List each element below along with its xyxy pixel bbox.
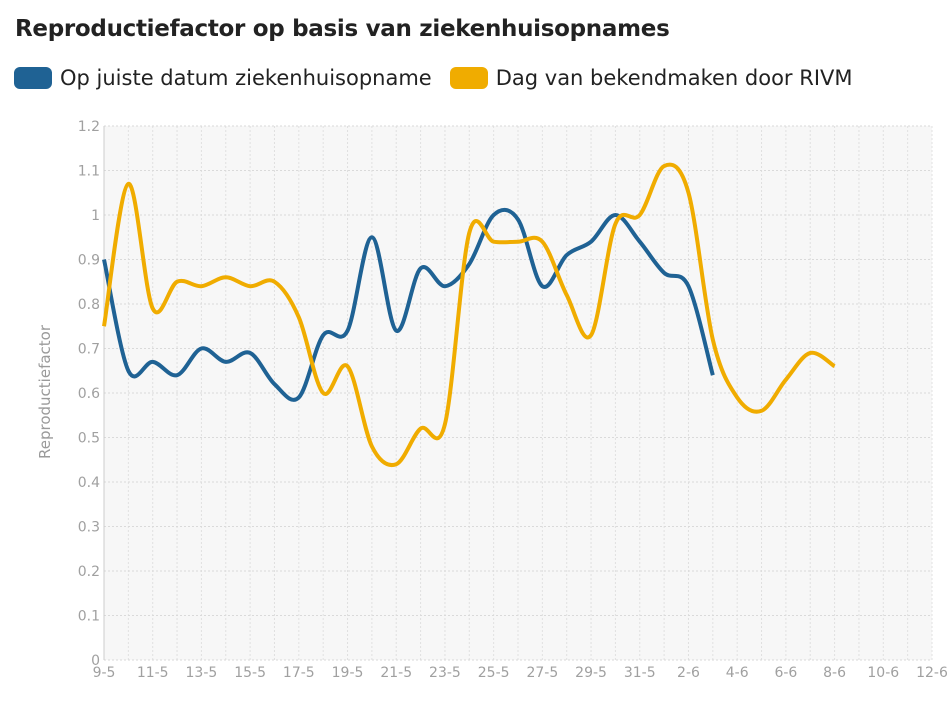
legend: Op juiste datum ziekenhuisopname Dag van… bbox=[14, 66, 871, 90]
x-tick-label: 13-5 bbox=[186, 665, 218, 681]
x-tick-label: 29-5 bbox=[575, 665, 607, 681]
chart-title: Reproductiefactor op basis van ziekenhui… bbox=[15, 16, 670, 42]
x-tick-label: 19-5 bbox=[332, 665, 364, 681]
y-axis-label: Reproductiefactor bbox=[36, 324, 54, 459]
y-tick-label: 0.4 bbox=[78, 475, 100, 491]
y-tick-label: 0.2 bbox=[78, 564, 100, 580]
x-tick-label: 15-5 bbox=[234, 665, 266, 681]
y-tick-label: 0.9 bbox=[78, 253, 100, 269]
series-line-2[interactable] bbox=[102, 162, 836, 467]
y-tick-label: 1.2 bbox=[78, 119, 100, 135]
x-tick-label: 12-6 bbox=[916, 665, 948, 681]
x-tick-label: 4-6 bbox=[726, 665, 749, 681]
x-tick-label: 23-5 bbox=[429, 665, 461, 681]
x-tick-label: 27-5 bbox=[526, 665, 558, 681]
x-tick-label: 21-5 bbox=[380, 665, 412, 681]
legend-label-series-2: Dag van bekendmaken door RIVM bbox=[495, 66, 853, 90]
y-tick-label: 1.1 bbox=[78, 164, 100, 180]
x-tick-label: 6-6 bbox=[774, 665, 797, 681]
legend-item-series-1[interactable]: Op juiste datum ziekenhuisopname bbox=[14, 66, 432, 90]
x-tick-label: 25-5 bbox=[478, 665, 510, 681]
x-tick-label: 31-5 bbox=[624, 665, 656, 681]
legend-swatch-series-1 bbox=[14, 67, 52, 89]
y-tick-label: 0.8 bbox=[78, 297, 100, 313]
y-tick-label: 0.3 bbox=[78, 520, 100, 536]
y-tick-label: 0 bbox=[91, 653, 100, 669]
series-lines bbox=[102, 162, 836, 467]
y-tick-label: 0.1 bbox=[78, 609, 100, 625]
x-tick-label: 10-6 bbox=[867, 665, 899, 681]
series-line-1[interactable] bbox=[102, 207, 715, 402]
legend-item-series-2[interactable]: Dag van bekendmaken door RIVM bbox=[449, 66, 853, 90]
x-axis-ticks: 9-5 11-5 13-5 15-5 17-5 19-5 21-5 23-5 25-5 27-5 2… bbox=[93, 665, 948, 681]
grid bbox=[103, 125, 933, 661]
y-tick-label: 0.6 bbox=[78, 386, 100, 402]
x-tick-label: 11-5 bbox=[137, 665, 169, 681]
x-tick-label: 2-6 bbox=[677, 665, 700, 681]
x-tick-label: 8-6 bbox=[823, 665, 846, 681]
legend-label-series-1: Op juiste datum ziekenhuisopname bbox=[60, 66, 432, 90]
y-tick-label: 0.7 bbox=[78, 342, 100, 358]
y-axis-ticks: 0 0.1 0.2 0.3 0.4 0.5 0.6 0.7 0.8 0.9 1 1.1 1.2 bbox=[78, 119, 100, 669]
x-tick-label: 9-5 bbox=[93, 665, 116, 681]
y-tick-label: 0.5 bbox=[78, 431, 100, 447]
y-tick-label: 1 bbox=[91, 208, 100, 224]
legend-swatch-series-2 bbox=[449, 67, 488, 89]
x-tick-label: 17-5 bbox=[283, 665, 315, 681]
